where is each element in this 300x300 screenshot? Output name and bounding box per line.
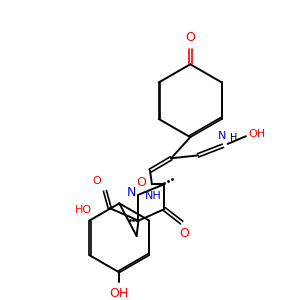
Text: O: O — [93, 176, 102, 186]
Text: OH: OH — [249, 129, 266, 139]
Text: N: N — [218, 131, 226, 141]
Text: OH: OH — [110, 287, 129, 300]
Text: O: O — [185, 31, 195, 44]
Text: O: O — [136, 176, 146, 188]
Text: NH: NH — [145, 191, 161, 201]
Text: O: O — [180, 227, 190, 240]
Text: HO: HO — [75, 205, 92, 215]
Text: H: H — [230, 133, 237, 143]
Text: N: N — [127, 186, 136, 199]
